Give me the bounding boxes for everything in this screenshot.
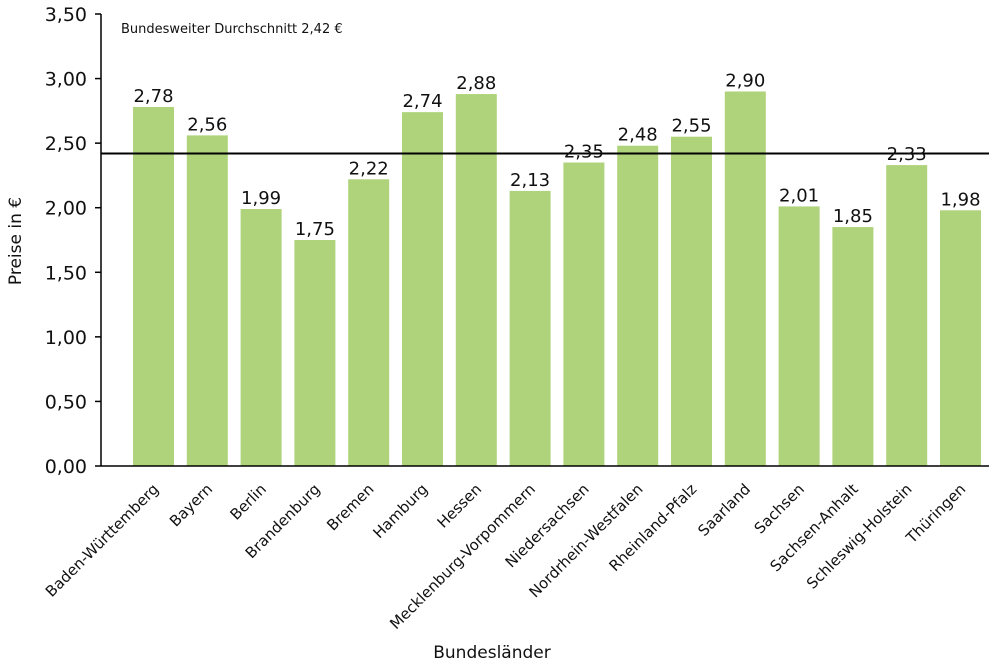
bar-value-label: 2,33: [887, 144, 927, 165]
x-category-label: Baden-Württemberg: [42, 480, 162, 600]
y-ticks: 0,00 0,50 1,00 1,50 2,00 2,50 3,00 3,50: [45, 4, 101, 478]
value-labels: 2,78 2,56 1,99 1,75 2,22 2,74 2,88 2,13 2,35 2,48…: [133, 70, 980, 240]
average-annotation: Bundesweiter Durchschnitt 2,42 €: [121, 22, 343, 37]
y-tick-label: 0,50: [45, 391, 87, 413]
bar-bremen: [348, 179, 390, 466]
bar-value-label: 1,98: [940, 189, 980, 210]
bar-value-label: 1,99: [241, 188, 281, 209]
x-category-label: Schleswig-Holstein: [803, 480, 915, 592]
x-category-label: Bremen: [323, 480, 377, 534]
y-tick-label: 0,00: [45, 456, 87, 478]
axes-layer: [100, 14, 989, 467]
x-category-label: Berlin: [226, 480, 270, 524]
y-tick-label: 2,00: [45, 198, 87, 220]
bar-niedersachsen: [563, 162, 605, 466]
bar-value-label: 2,48: [618, 125, 658, 146]
bar-sachsen-anhalt: [832, 227, 874, 466]
bars-layer: [133, 91, 981, 467]
bar-brandenburg: [294, 240, 336, 466]
bar-value-label: 2,22: [349, 158, 389, 179]
bar-value-label: 2,01: [779, 185, 819, 206]
reference-layer: Bundesweiter Durchschnitt 2,42 €: [101, 22, 989, 155]
x-category-label: Saarland: [694, 480, 754, 540]
bar-saarland: [724, 91, 766, 466]
bar-value-label: 1,75: [295, 219, 335, 240]
bar-thüringen: [940, 210, 981, 466]
bar-value-label: 1,85: [833, 206, 873, 227]
bar-value-label: 2,74: [402, 91, 442, 112]
bar-hessen: [455, 94, 497, 466]
bar-schleswig-holstein: [886, 165, 928, 466]
bar-baden-württemberg: [133, 106, 174, 467]
bar-value-label: 2,35: [564, 142, 604, 163]
y-tick-label: 1,50: [45, 262, 87, 284]
y-tick-label: 3,00: [45, 69, 87, 91]
bar-bayern: [186, 135, 228, 466]
y-axis-title: Preise in €: [6, 197, 26, 285]
bar-value-label: 2,56: [187, 114, 227, 135]
bar-value-label: 2,13: [510, 170, 550, 191]
bar-value-label: 2,90: [725, 70, 765, 91]
bar-value-label: 2,88: [456, 73, 496, 94]
x-axis-title: Bundesländer: [433, 643, 550, 663]
bar-nordrhein-westfalen: [617, 145, 659, 466]
bar-mecklenburg-vorpommern: [509, 190, 551, 466]
bar-sachsen: [778, 206, 820, 466]
bar-value-label: 2,55: [671, 116, 711, 137]
bar-rheinland-pfalz: [671, 136, 712, 466]
y-tick-label: 2,50: [45, 133, 87, 155]
x-category-label: Hessen: [434, 480, 486, 532]
x-category-label: Hamburg: [369, 480, 431, 542]
y-tick-label: 1,00: [45, 327, 87, 349]
x-category-label: Bayern: [166, 480, 216, 530]
x-category-labels: Baden-Württemberg Bayern BerlinBrandenburg…: [42, 480, 969, 633]
y-tick-label: 3,50: [45, 4, 87, 26]
bar-berlin: [240, 209, 282, 466]
bar-value-label: 2,78: [133, 86, 173, 107]
bar-hamburg: [402, 112, 443, 467]
